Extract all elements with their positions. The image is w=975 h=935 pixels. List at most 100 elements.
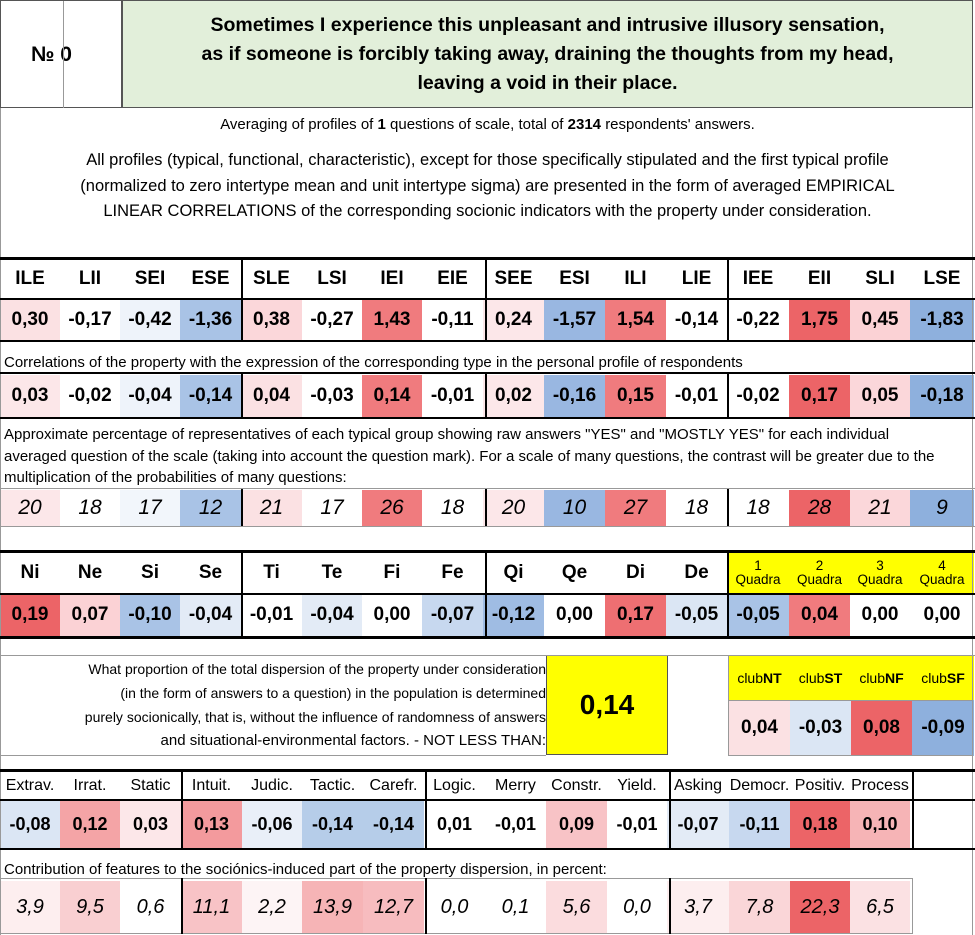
type-value: -1,36 xyxy=(180,300,241,340)
type-correlation: -0,01 xyxy=(422,375,483,417)
feature-value: 0,09 xyxy=(546,800,607,848)
type-correlation: -0,14 xyxy=(180,375,241,417)
function-value: 0,19 xyxy=(0,594,60,636)
grid-line xyxy=(0,636,975,639)
type-percent: 18 xyxy=(727,490,789,526)
features-values-row: -0,08 0,12 0,03 0,13 -0,06 -0,14 -0,14 0,01 -0,0… xyxy=(0,800,910,848)
grid-line xyxy=(972,108,973,935)
type-percent: 28 xyxy=(789,490,850,526)
type-correlation: -0,18 xyxy=(910,375,974,417)
club-header: club ST xyxy=(790,656,851,700)
type-percent: 20 xyxy=(0,490,60,526)
grid-line xyxy=(485,257,487,342)
type-value: -0,27 xyxy=(302,300,362,340)
type-value: -0,17 xyxy=(60,300,120,340)
function-value: 0,00 xyxy=(544,594,605,636)
feature-header: Tactic. xyxy=(309,776,356,794)
type-value: 0,45 xyxy=(850,300,910,340)
grid-line xyxy=(0,755,546,756)
feature-header: Constr. xyxy=(551,776,602,794)
grid-line xyxy=(0,593,975,595)
type-correlation: 0,05 xyxy=(850,375,910,417)
feature-contribution: 3,9 xyxy=(0,881,60,933)
grid-line xyxy=(485,372,487,419)
function-header-se: Se xyxy=(198,562,223,583)
grid-line xyxy=(729,700,973,701)
type-percent: 17 xyxy=(302,490,362,526)
type-percent: 21 xyxy=(850,490,910,526)
grid-line xyxy=(0,933,912,934)
respondents-count: 2314 xyxy=(567,116,602,133)
grid-line xyxy=(0,298,975,300)
function-value: 0,17 xyxy=(605,594,666,636)
grid-line xyxy=(0,340,975,342)
function-header-qe: Qe xyxy=(561,562,588,583)
club-value: -0,09 xyxy=(912,700,974,756)
feature-contribution: 22,3 xyxy=(790,881,850,933)
feature-contribution: 0,0 xyxy=(424,881,485,933)
grid-line xyxy=(0,799,975,801)
type-correlation: -0,02 xyxy=(60,375,120,417)
type-header-eie: EIE xyxy=(437,268,468,289)
club-code: NF xyxy=(885,670,904,686)
feature-header: Asking xyxy=(673,776,723,794)
types-correlations-row: 0,03 -0,02 -0,04 -0,14 0,04 -0,03 0,14 -0,01 0,0… xyxy=(0,375,974,417)
summary-middle: questions of scale, total of xyxy=(390,116,564,133)
feature-header: Process xyxy=(851,776,909,794)
function-header-de: De xyxy=(684,562,709,583)
description: All profiles (typical, functional, chara… xyxy=(0,148,975,225)
type-value: 0,24 xyxy=(483,300,544,340)
quadra-label: Quadra xyxy=(857,572,903,587)
feature-contribution: 2,2 xyxy=(242,881,302,933)
feature-value: -0,14 xyxy=(302,800,363,848)
summary-prefix: Averaging of profiles of xyxy=(220,116,374,133)
feature-contribution: 0,1 xyxy=(485,881,546,933)
type-value: -1,83 xyxy=(910,300,974,340)
function-value: -0,05 xyxy=(666,594,727,636)
type-value: -0,11 xyxy=(422,300,483,340)
function-value: 0,00 xyxy=(362,594,422,636)
quadra-header: 1 Quadra xyxy=(727,553,789,593)
type-correlation: -0,04 xyxy=(120,375,180,417)
club-prefix: club xyxy=(798,670,825,686)
quadra-header: 3 Quadra xyxy=(850,553,910,593)
function-header-ti: Ti xyxy=(263,562,280,583)
function-value: -0,04 xyxy=(302,594,362,636)
percent-caption: Approximate percentage of representative… xyxy=(0,424,975,489)
grid-line xyxy=(727,550,729,639)
quadra-label: Quadra xyxy=(919,572,965,587)
function-header-qi: Qi xyxy=(503,562,524,583)
dispersion-value: 0,14 xyxy=(546,655,668,755)
club-code: NT xyxy=(763,670,782,686)
function-header-di: Di xyxy=(626,562,645,583)
grid-line xyxy=(0,655,975,656)
function-value: -0,10 xyxy=(120,594,180,636)
feature-contribution: 7,8 xyxy=(729,881,790,933)
type-header-iee: IEE xyxy=(742,268,774,289)
grid-line xyxy=(669,878,671,934)
type-correlation: 0,04 xyxy=(241,375,302,417)
type-header-ili: ILI xyxy=(624,268,647,289)
type-correlation: 0,03 xyxy=(0,375,60,417)
feature-value: -0,11 xyxy=(729,800,790,848)
feature-value: -0,08 xyxy=(0,800,60,848)
function-value: -0,12 xyxy=(483,594,544,636)
correlation-caption: Correlations of the property with the ex… xyxy=(4,354,743,371)
grid-line xyxy=(912,878,913,934)
grid-line xyxy=(425,878,427,934)
grid-line xyxy=(241,372,243,419)
feature-value: 0,01 xyxy=(424,800,485,848)
feature-header: Positiv. xyxy=(794,776,846,794)
feature-header: Carefr. xyxy=(369,776,418,794)
feature-value: -0,14 xyxy=(363,800,424,848)
quadra-number: 1 xyxy=(754,558,762,573)
function-value: 0,07 xyxy=(60,594,120,636)
dispersion-line: What proportion of the total dispersion … xyxy=(88,661,546,677)
type-value: 1,75 xyxy=(789,300,850,340)
grid-line xyxy=(181,769,183,850)
club-header: club NT xyxy=(729,656,790,700)
function-value: -0,07 xyxy=(422,594,483,636)
grid-line xyxy=(728,655,729,756)
question-number-box: № 0 xyxy=(0,0,122,108)
question-title: Sometimes I experience this unpleasant a… xyxy=(122,0,973,108)
